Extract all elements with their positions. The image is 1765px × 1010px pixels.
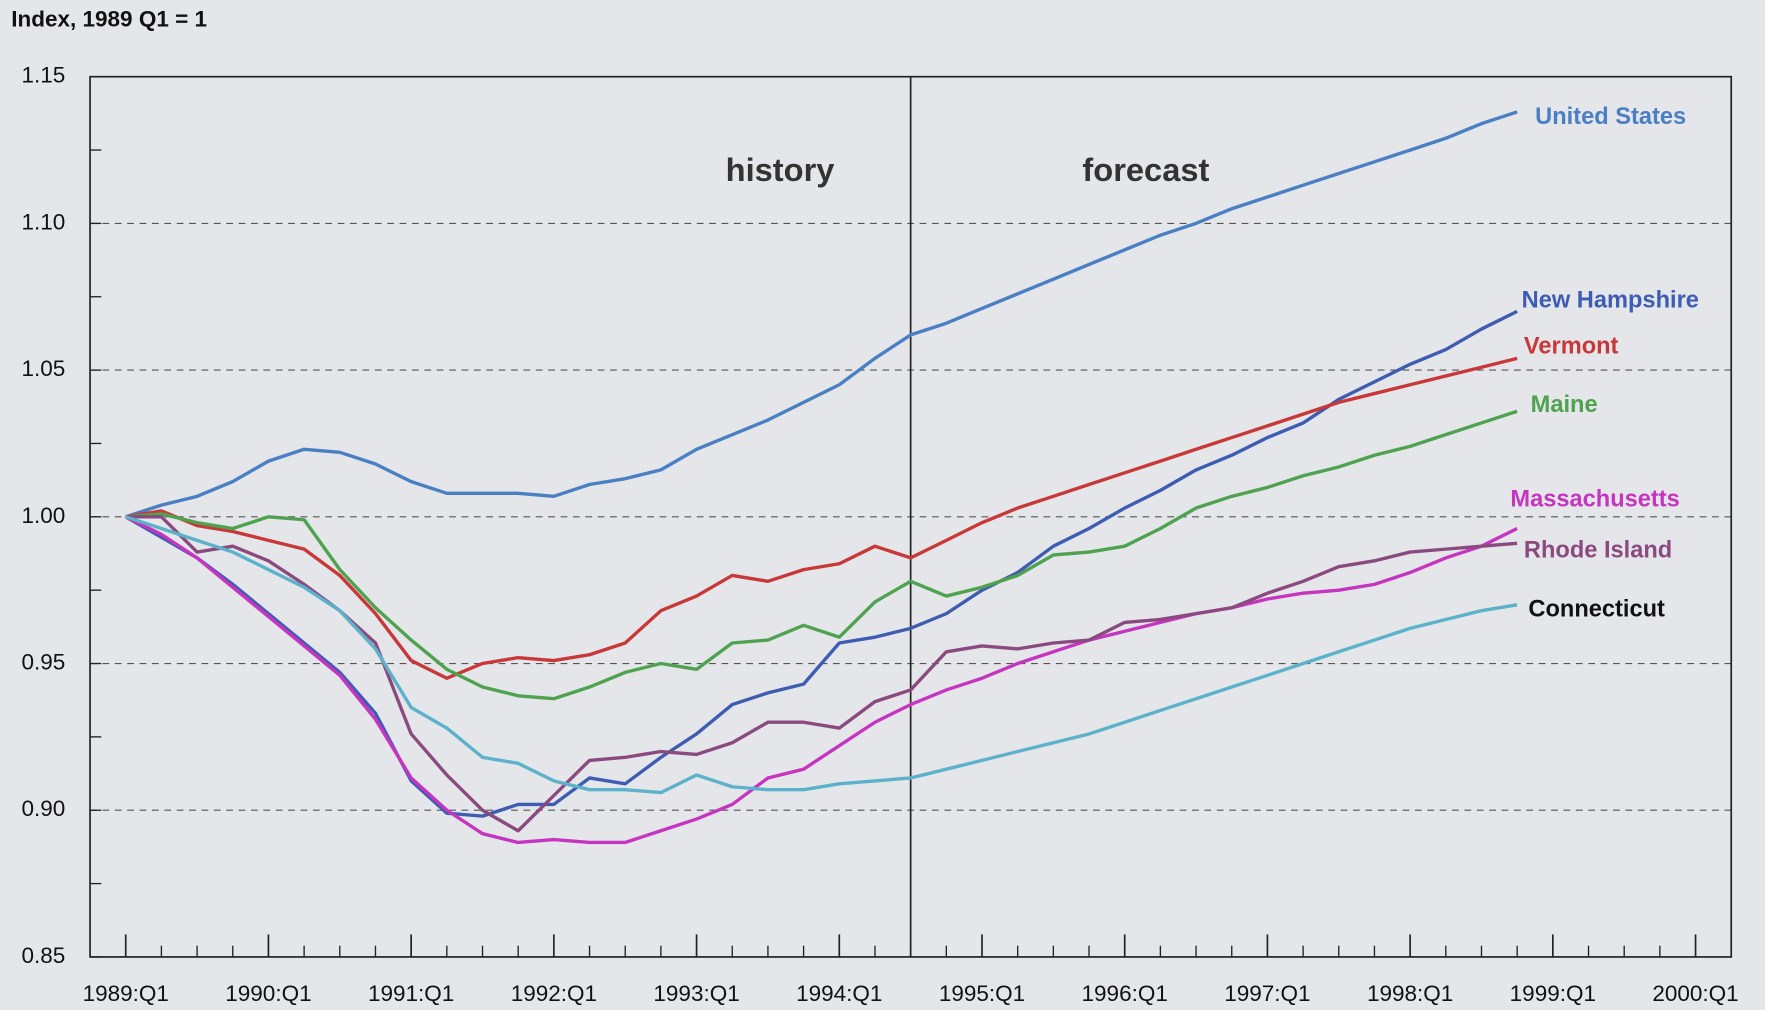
series-label: Maine (1531, 392, 1598, 418)
series-label: Rhode Island (1524, 537, 1672, 563)
y-axis-label: Index, 1989 Q1 = 1 (11, 6, 207, 31)
x-tick-label: 2000:Q1 (1652, 981, 1738, 1006)
x-tick-label: 1992:Q1 (511, 981, 597, 1006)
series-label: Massachusetts (1510, 487, 1679, 513)
x-tick-label: 1995:Q1 (939, 981, 1025, 1006)
series-line (124, 309, 1518, 818)
y-tick-label: 0.90 (21, 796, 65, 821)
series-line (125, 409, 1518, 701)
x-tick-label: 1998:Q1 (1367, 981, 1453, 1006)
series-line (125, 515, 1518, 833)
x-tick-label: 1999:Q1 (1510, 981, 1596, 1006)
series-line (124, 515, 1518, 845)
series-label: United States (1535, 104, 1686, 130)
series-line (125, 356, 1518, 680)
x-tick-label: 1990:Q1 (225, 981, 311, 1006)
y-tick-label: 1.15 (21, 63, 65, 88)
x-tick-label: 1996:Q1 (1082, 981, 1168, 1006)
series-line (125, 515, 1518, 795)
series-label: Vermont (1524, 333, 1619, 359)
x-tick-label: 1994:Q1 (796, 981, 882, 1006)
annotation: forecast (1082, 151, 1209, 188)
x-tick-label: 1997:Q1 (1224, 981, 1310, 1006)
x-tick-label: 1993:Q1 (653, 981, 739, 1006)
series-label: New Hampshire (1522, 288, 1699, 314)
y-tick-label: 0.85 (21, 943, 65, 968)
y-tick-label: 0.95 (21, 649, 65, 674)
y-tick-label: 1.05 (21, 356, 65, 381)
annotation: history (726, 151, 835, 188)
x-tick-label: 1991:Q1 (368, 981, 454, 1006)
y-tick-label: 1.00 (21, 503, 65, 528)
x-tick-label: 1989:Q1 (83, 981, 169, 1006)
series-line (125, 110, 1518, 519)
y-tick-label: 1.10 (21, 209, 65, 234)
series-label: Connecticut (1528, 597, 1665, 623)
